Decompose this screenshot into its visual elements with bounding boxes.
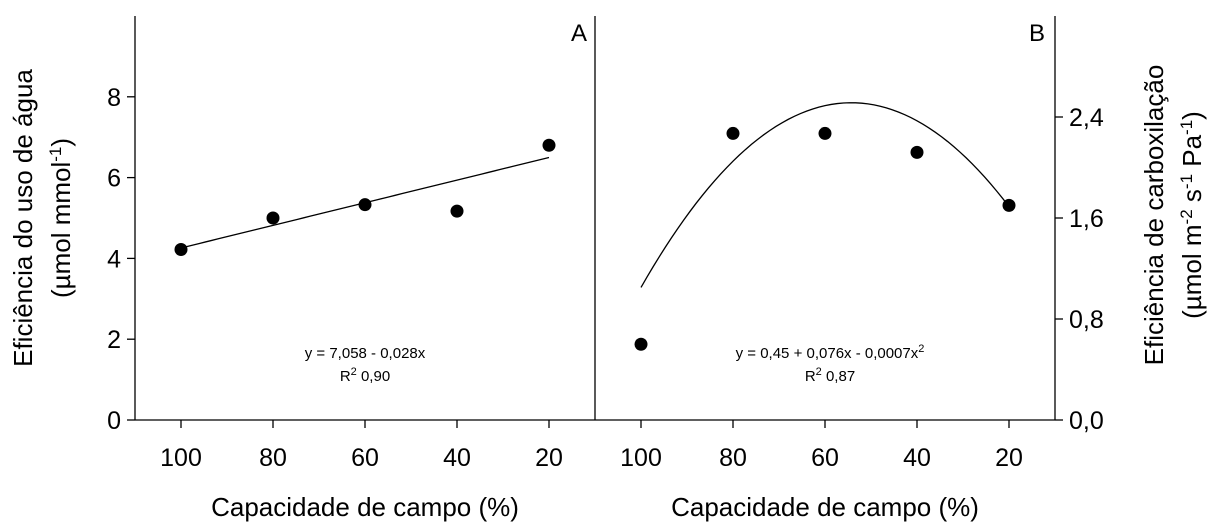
panel-a-points xyxy=(174,138,556,257)
panel-b-data-point xyxy=(1002,198,1016,212)
panel-a-equation: y = 7,058 - 0,028x xyxy=(305,345,426,362)
panel-b-x-axis-title: Capacidade de campo (%) xyxy=(671,492,979,522)
panel-b-y-tick-label: 0,0 xyxy=(1069,407,1104,435)
panel-b-r-squared: R2 0,87 xyxy=(805,366,855,385)
panel-b-x-tick-label: 60 xyxy=(811,444,839,472)
panel-a-data-point xyxy=(358,198,372,212)
panel-a-x-tick-label: 20 xyxy=(535,444,563,472)
panel-b-x-tick-label: 100 xyxy=(620,444,662,472)
panel-a-data-point xyxy=(266,211,280,225)
panel-b-equation: y = 0,45 + 0,076x - 0,0007x2 xyxy=(736,343,925,362)
panel-b-x-tick-label: 40 xyxy=(903,444,931,472)
panel-b-label: B xyxy=(1029,20,1045,47)
panel-a-y-ticks: 0 2 4 6 8 xyxy=(107,84,135,435)
panel-a-x-axis-title: Capacidade de campo (%) xyxy=(211,492,519,522)
panel-b-y-axis-title-line1: Eficiência de carboxilação xyxy=(1139,65,1169,366)
panel-b-x-tick-label: 20 xyxy=(995,444,1023,472)
panel-b-y-tick-label: 1,6 xyxy=(1069,205,1104,233)
panel-a-y-tick-label: 2 xyxy=(107,326,121,354)
panel-b-y-axis-title-line2: (µmol m-2 s-1 Pa-1) xyxy=(1177,111,1207,319)
panel-a-y-tick-label: 6 xyxy=(107,165,121,193)
panel-a-x-tick-label: 60 xyxy=(351,444,379,472)
panel-b-y-tick-label: 0,8 xyxy=(1069,306,1104,334)
panel-a-y-tick-label: 0 xyxy=(107,407,121,435)
panel-a-data-point xyxy=(174,243,188,257)
panel-b-x-ticks: 100 80 60 40 20 xyxy=(620,420,1023,472)
panel-b-points xyxy=(634,126,1016,351)
panel-b-data-point xyxy=(634,337,648,351)
panel-a-data-point xyxy=(542,138,556,152)
panel-b-x-tick-label: 80 xyxy=(719,444,747,472)
panel-b-data-point xyxy=(818,126,832,140)
panel-a-x-tick-label: 80 xyxy=(259,444,287,472)
panel-a-x-tick-label: 100 xyxy=(160,444,202,472)
panel-a-y-tick-label: 4 xyxy=(107,245,121,273)
panel-a-data-point xyxy=(450,204,464,218)
panel-b-y-ticks: 0,0 0,8 1,6 2,4 xyxy=(1055,104,1104,435)
panel-b-data-point xyxy=(910,145,924,159)
panel-a-x-tick-label: 40 xyxy=(443,444,471,472)
panel-b-y-tick-label: 2,4 xyxy=(1069,104,1104,132)
panel-a-r-squared: R2 0,90 xyxy=(340,366,390,385)
panel-b-data-point xyxy=(726,126,740,140)
panel-a-y-axis-title-line2: (µmol mmol-1) xyxy=(46,138,76,298)
panel-a-y-axis-title-line1: Eficiência do uso de água xyxy=(8,69,38,367)
panel-a-x-ticks: 100 80 60 40 20 xyxy=(160,420,563,472)
panel-a-y-tick-label: 8 xyxy=(107,84,121,112)
panel-a-label: A xyxy=(571,20,587,47)
panel-b-regression-curve xyxy=(640,102,1010,288)
